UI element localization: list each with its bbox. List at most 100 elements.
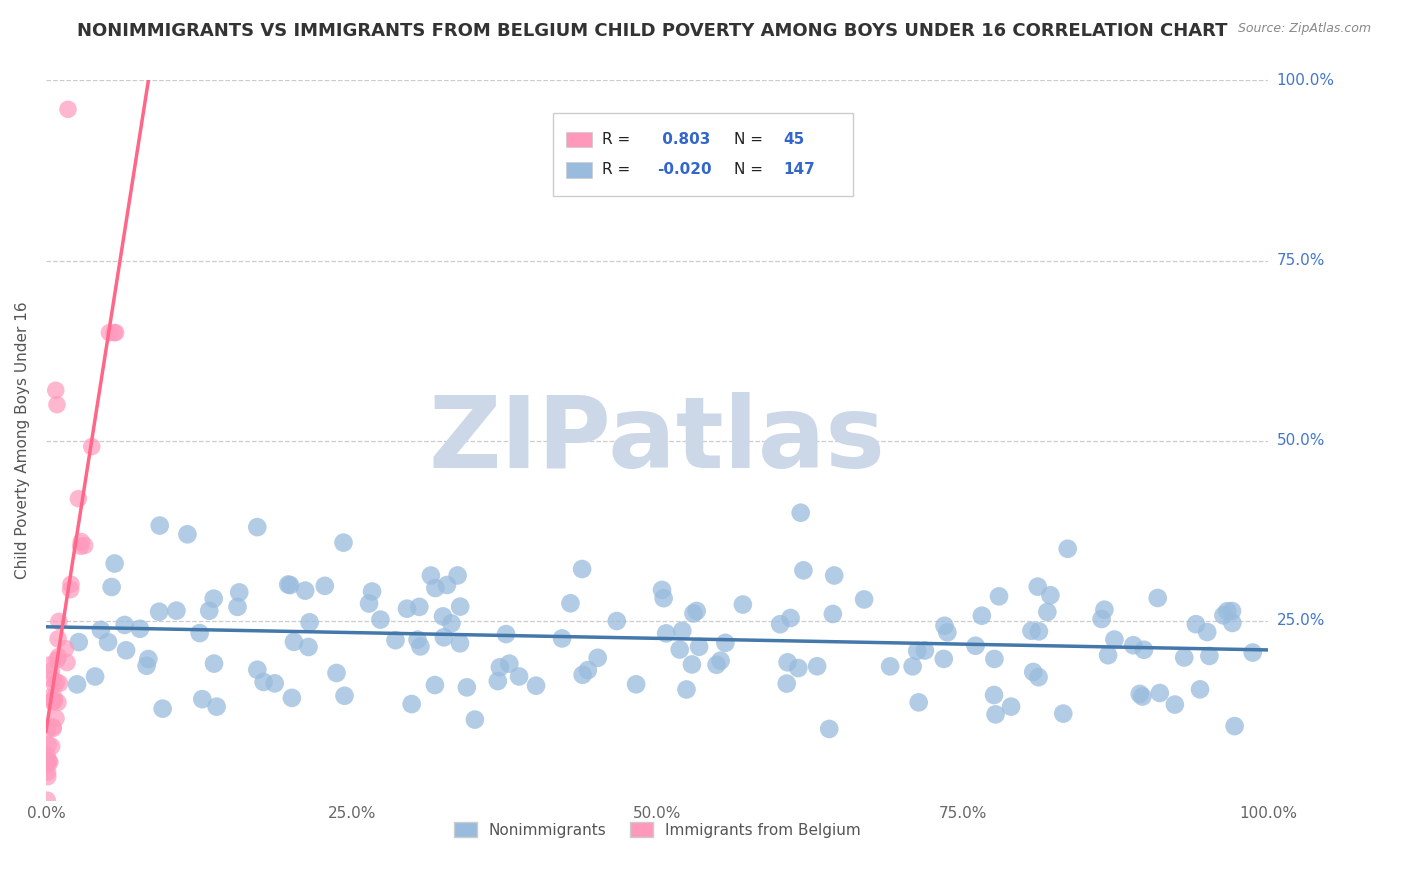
Point: [779, 611, 801, 625]
Point: [252, 675, 274, 690]
Point: [464, 713, 486, 727]
Point: [456, 681, 478, 695]
Point: [787, 661, 810, 675]
Point: [48, 649, 70, 664]
Point: [1022, 665, 1045, 679]
Point: [332, 535, 354, 549]
Point: [135, 658, 157, 673]
Point: [936, 625, 959, 640]
Point: [655, 626, 678, 640]
Point: [1220, 604, 1243, 618]
Point: [1104, 632, 1126, 647]
Point: [1036, 605, 1059, 619]
Point: [1173, 650, 1195, 665]
Point: [688, 640, 710, 654]
Point: [449, 599, 471, 614]
Point: [37, 755, 59, 769]
Point: [70, 534, 93, 549]
Point: [176, 527, 198, 541]
Point: [789, 506, 811, 520]
Point: [148, 605, 170, 619]
Point: [436, 578, 458, 592]
Point: [769, 617, 792, 632]
Point: [776, 676, 799, 690]
Point: [48, 615, 70, 629]
Point: [188, 626, 211, 640]
Point: [560, 596, 582, 610]
Point: [152, 701, 174, 715]
Point: [41, 695, 63, 709]
Text: 25.0%: 25.0%: [1277, 614, 1324, 628]
Point: [103, 326, 125, 340]
Legend: Nonimmigrants, Immigrants from Belgium: Nonimmigrants, Immigrants from Belgium: [447, 815, 866, 844]
Point: [67, 635, 90, 649]
Point: [1198, 648, 1220, 663]
Point: [486, 674, 509, 689]
Point: [1090, 612, 1112, 626]
Point: [551, 632, 574, 646]
Point: [1129, 687, 1152, 701]
Point: [228, 585, 250, 599]
FancyBboxPatch shape: [565, 161, 592, 178]
Point: [1185, 617, 1208, 632]
Point: [314, 579, 336, 593]
Point: [606, 614, 628, 628]
Point: [983, 688, 1005, 702]
Point: [1132, 690, 1154, 704]
Point: [1197, 625, 1219, 640]
Point: [651, 582, 673, 597]
Point: [776, 656, 799, 670]
Text: N =: N =: [734, 132, 763, 147]
Point: [495, 627, 517, 641]
Point: [69, 539, 91, 553]
Point: [37, 793, 59, 807]
Point: [98, 326, 121, 340]
Point: [294, 583, 316, 598]
Point: [823, 568, 845, 582]
Point: [38, 756, 60, 770]
Point: [246, 663, 269, 677]
Point: [706, 657, 728, 672]
Point: [46, 653, 69, 667]
Point: [45, 674, 67, 689]
Point: [792, 563, 814, 577]
Point: [191, 692, 214, 706]
Point: [508, 669, 530, 683]
Point: [45, 711, 67, 725]
Text: ZIPatlas: ZIPatlas: [429, 392, 886, 489]
Point: [357, 597, 380, 611]
Text: Source: ZipAtlas.com: Source: ZipAtlas.com: [1237, 22, 1371, 36]
Point: [1133, 642, 1156, 657]
Point: [138, 652, 160, 666]
FancyBboxPatch shape: [565, 132, 592, 147]
Point: [1216, 604, 1239, 618]
Point: [1164, 698, 1187, 712]
Point: [149, 518, 172, 533]
Point: [48, 676, 70, 690]
Text: R =: R =: [602, 162, 630, 178]
Point: [370, 613, 392, 627]
Point: [198, 604, 221, 618]
Point: [433, 630, 456, 644]
Y-axis label: Child Poverty Among Boys Under 16: Child Poverty Among Boys Under 16: [15, 301, 30, 580]
Text: NONIMMIGRANTS VS IMMIGRANTS FROM BELGIUM CHILD POVERTY AMONG BOYS UNDER 16 CORRE: NONIMMIGRANTS VS IMMIGRANTS FROM BELGIUM…: [77, 22, 1227, 40]
Point: [384, 633, 406, 648]
Point: [205, 699, 228, 714]
Point: [934, 619, 956, 633]
Point: [41, 739, 63, 754]
Point: [66, 677, 89, 691]
Point: [41, 664, 63, 678]
Point: [55, 641, 77, 656]
Point: [38, 690, 60, 705]
Point: [709, 654, 731, 668]
Point: [38, 754, 60, 768]
Point: [1021, 624, 1043, 638]
Text: 0.803: 0.803: [657, 132, 710, 147]
Point: [685, 604, 707, 618]
Point: [44, 694, 66, 708]
Point: [37, 747, 59, 762]
Point: [84, 669, 107, 683]
Point: [45, 384, 67, 398]
Point: [56, 656, 79, 670]
Point: [1000, 699, 1022, 714]
